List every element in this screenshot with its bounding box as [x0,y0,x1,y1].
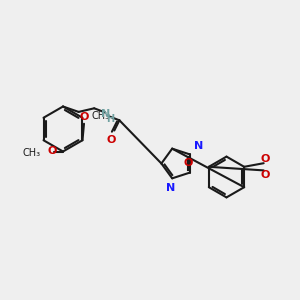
Text: O: O [47,146,57,157]
Text: O: O [260,170,270,180]
Text: O: O [183,158,193,169]
Text: H: H [106,114,115,124]
Text: CH₃: CH₃ [92,111,110,121]
Text: N: N [166,182,175,193]
Text: CH₃: CH₃ [23,148,41,158]
Text: N: N [101,109,110,119]
Text: N: N [194,141,203,151]
Text: O: O [79,112,89,122]
Text: O: O [107,135,116,145]
Text: O: O [260,154,270,164]
